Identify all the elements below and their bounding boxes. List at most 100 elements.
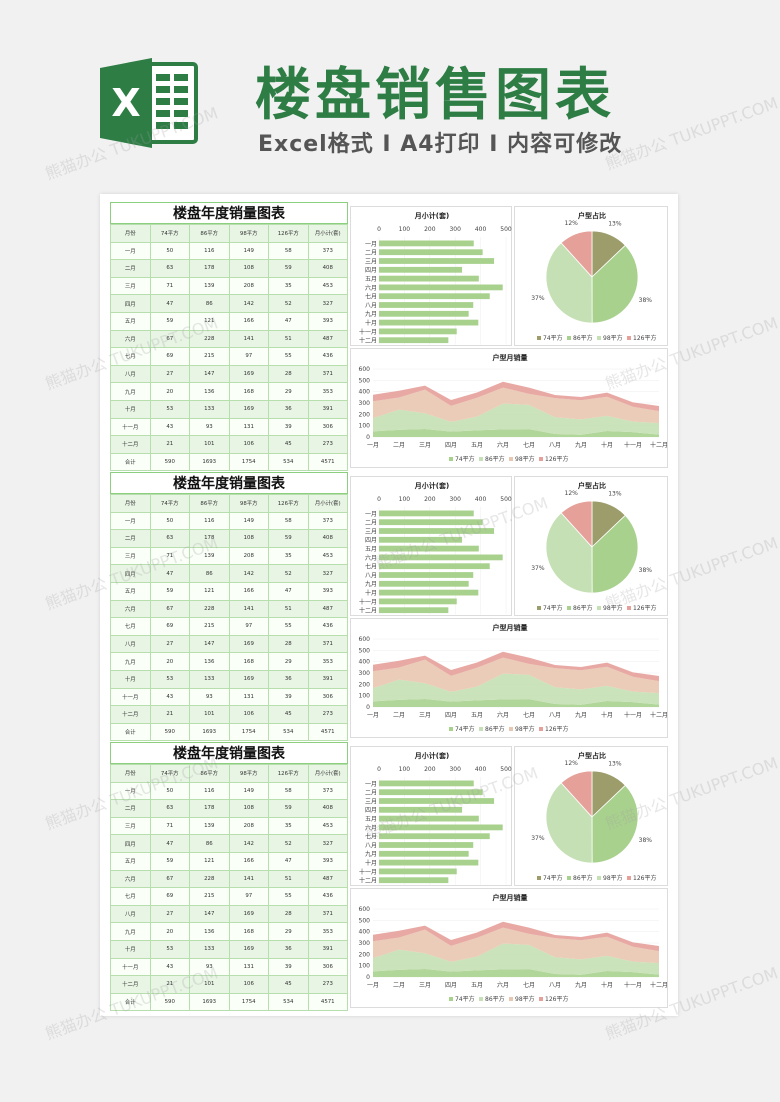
table-cell[interactable]: 63 xyxy=(149,259,190,278)
table-cell[interactable]: 五月 xyxy=(110,851,151,871)
table-cell[interactable]: 590 xyxy=(149,992,190,1012)
monthly-unit-sales-chart[interactable]: 户型月销量 0 100 200 300 400 500 600 一月 二月 三月 四月 五月 六月 七月 八月… xyxy=(350,348,668,468)
table-cell[interactable]: 52 xyxy=(268,834,309,853)
table-cell[interactable]: 121 xyxy=(189,581,230,601)
column-header[interactable]: 月小计(套) xyxy=(307,494,348,513)
table-cell[interactable]: 169 xyxy=(228,669,269,689)
table-cell[interactable]: 八月 xyxy=(110,634,151,654)
table-cell[interactable]: 142 xyxy=(228,834,269,853)
table-cell[interactable]: 139 xyxy=(189,816,230,836)
table-cell[interactable]: 4571 xyxy=(307,452,348,472)
table-cell[interactable]: 327 xyxy=(307,564,348,583)
table-cell[interactable]: 101 xyxy=(189,975,230,994)
table-cell[interactable]: 121 xyxy=(189,311,230,331)
table-cell[interactable]: 168 xyxy=(228,652,269,671)
table-cell[interactable]: 149 xyxy=(228,781,269,801)
table-cell[interactable]: 208 xyxy=(228,546,269,566)
table-cell[interactable]: 四月 xyxy=(110,834,151,853)
table-cell[interactable]: 133 xyxy=(189,939,230,959)
table-cell[interactable]: 393 xyxy=(307,311,348,331)
table-cell[interactable]: 三月 xyxy=(110,816,151,836)
table-cell[interactable]: 169 xyxy=(228,634,269,654)
table-cell[interactable]: 58 xyxy=(268,511,309,531)
table-cell[interactable]: 七月 xyxy=(110,347,151,366)
table-cell[interactable]: 三月 xyxy=(110,276,151,296)
table-cell[interactable]: 373 xyxy=(307,511,348,531)
table-cell[interactable]: 1693 xyxy=(189,992,230,1012)
table-cell[interactable]: 166 xyxy=(228,851,269,871)
table-cell[interactable]: 139 xyxy=(189,546,230,566)
table-cell[interactable]: 四月 xyxy=(110,294,151,313)
table-cell[interactable]: 178 xyxy=(189,799,230,818)
table-cell[interactable]: 393 xyxy=(307,581,348,601)
table-cell[interactable]: 三月 xyxy=(110,546,151,566)
table-cell[interactable]: 36 xyxy=(268,939,309,959)
table-cell[interactable]: 215 xyxy=(189,617,230,636)
table-cell[interactable]: 十一月 xyxy=(110,687,151,707)
table-cell[interactable]: 67 xyxy=(149,329,190,349)
column-header[interactable]: 86平方 xyxy=(189,224,230,243)
table-cell[interactable]: 55 xyxy=(268,347,309,366)
monthly-subtotal-chart[interactable]: 月小计(套) 0 100 200 300 400 500 一月 二月 三月 四月 五月 六月 七月 八月 九月… xyxy=(350,746,512,886)
table-cell[interactable]: 273 xyxy=(307,975,348,994)
table-cell[interactable]: 168 xyxy=(228,382,269,401)
table-cell[interactable]: 306 xyxy=(307,957,348,977)
table-cell[interactable]: 51 xyxy=(268,329,309,349)
table-cell[interactable]: 五月 xyxy=(110,581,151,601)
table-cell[interactable]: 21 xyxy=(149,435,190,454)
column-header[interactable]: 月小计(套) xyxy=(307,224,348,243)
table-cell[interactable]: 178 xyxy=(189,259,230,278)
table-cell[interactable]: 59 xyxy=(149,581,190,601)
table-cell[interactable]: 43 xyxy=(149,417,190,437)
table-cell[interactable]: 215 xyxy=(189,887,230,906)
table-cell[interactable]: 50 xyxy=(149,511,190,531)
table-cell[interactable]: 116 xyxy=(189,511,230,531)
table-cell[interactable]: 45 xyxy=(268,975,309,994)
table-cell[interactable]: 141 xyxy=(228,869,269,889)
table-cell[interactable]: 七月 xyxy=(110,617,151,636)
table-cell[interactable]: 59 xyxy=(149,311,190,331)
table-cell[interactable]: 142 xyxy=(228,294,269,313)
table-cell[interactable]: 九月 xyxy=(110,652,151,671)
table-cell[interactable]: 408 xyxy=(307,799,348,818)
table-cell[interactable]: 52 xyxy=(268,564,309,583)
table-cell[interactable]: 353 xyxy=(307,382,348,401)
table-cell[interactable]: 51 xyxy=(268,869,309,889)
table-cell[interactable]: 67 xyxy=(149,869,190,889)
table-cell[interactable]: 169 xyxy=(228,364,269,384)
table-cell[interactable]: 116 xyxy=(189,781,230,801)
table-cell[interactable]: 20 xyxy=(149,922,190,941)
table-cell[interactable]: 436 xyxy=(307,617,348,636)
table-cell[interactable]: 69 xyxy=(149,887,190,906)
unit-type-share-chart[interactable]: 户型占比 13% 38% 37% 12% 74平方 86平方 98平方 126平方 xyxy=(514,206,668,346)
table-cell[interactable]: 590 xyxy=(149,452,190,472)
column-header[interactable]: 98平方 xyxy=(228,764,269,783)
table-cell[interactable]: 53 xyxy=(149,399,190,419)
table-cell[interactable]: 39 xyxy=(268,687,309,707)
table-cell[interactable]: 21 xyxy=(149,705,190,724)
table-cell[interactable]: 169 xyxy=(228,399,269,419)
table-cell[interactable]: 28 xyxy=(268,904,309,924)
table-cell[interactable]: 4571 xyxy=(307,722,348,742)
table-cell[interactable]: 169 xyxy=(228,904,269,924)
table-cell[interactable]: 166 xyxy=(228,581,269,601)
table-cell[interactable]: 59 xyxy=(268,529,309,548)
table-cell[interactable]: 373 xyxy=(307,781,348,801)
table-cell[interactable]: 108 xyxy=(228,259,269,278)
table-cell[interactable]: 86 xyxy=(189,834,230,853)
table-cell[interactable]: 七月 xyxy=(110,887,151,906)
table-cell[interactable]: 29 xyxy=(268,922,309,941)
table-cell[interactable]: 十月 xyxy=(110,669,151,689)
table-cell[interactable]: 371 xyxy=(307,634,348,654)
table-cell[interactable]: 106 xyxy=(228,705,269,724)
table-cell[interactable]: 35 xyxy=(268,816,309,836)
table-cell[interactable]: 36 xyxy=(268,669,309,689)
table-cell[interactable]: 53 xyxy=(149,939,190,959)
table-cell[interactable]: 十二月 xyxy=(110,435,151,454)
monthly-unit-sales-chart[interactable]: 户型月销量 0 100 200 300 400 500 600 一月 二月 三月 四月 五月 六月 七月 八月… xyxy=(350,888,668,1008)
table-cell[interactable]: 215 xyxy=(189,347,230,366)
table-cell[interactable]: 六月 xyxy=(110,599,151,619)
table-cell[interactable]: 139 xyxy=(189,276,230,296)
monthly-unit-sales-chart[interactable]: 户型月销量 0 100 200 300 400 500 600 一月 二月 三月 四月 五月 六月 七月 八月… xyxy=(350,618,668,738)
table-cell[interactable]: 131 xyxy=(228,957,269,977)
